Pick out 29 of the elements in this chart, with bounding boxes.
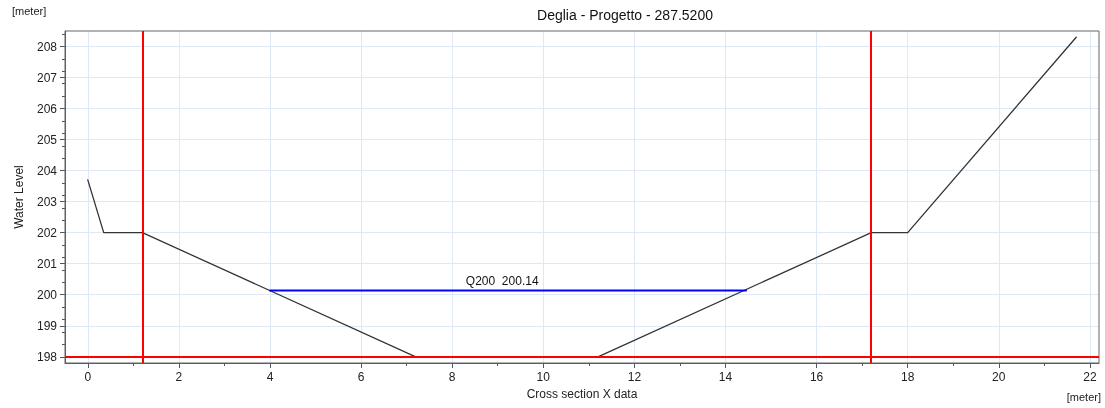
annotation: Q200 200.14 [465, 274, 539, 289]
x-tick-label: 2 [175, 370, 183, 384]
y-tick-label: 200 [36, 287, 58, 302]
x-tick-label: 22 [1083, 370, 1097, 384]
x-tick-label: 18 [901, 370, 915, 384]
y-tick-label: 199 [36, 318, 58, 333]
x-tick-label: 10 [536, 370, 551, 384]
x-tick-label: 20 [992, 370, 1006, 384]
y-tick-label: 198 [36, 349, 58, 364]
chart-title: Deglia - Progetto - 287.5200 [537, 7, 714, 23]
x-tick-label: 16 [809, 370, 824, 384]
x-tick-label: 8 [448, 370, 456, 384]
y-tick-label: 203 [36, 194, 58, 209]
text: [meter] [1066, 390, 1101, 403]
x-tick-label: 0 [84, 370, 92, 384]
x-tick-label: 14 [718, 370, 733, 384]
x-axis-title: Cross section X data [526, 386, 638, 401]
y-axis-title: Water Level [12, 165, 26, 229]
y-tick-label: 201 [36, 256, 58, 271]
text: [meter] [12, 4, 47, 17]
y-tick-label: 207 [36, 70, 58, 85]
x-tick-label: 4 [266, 370, 274, 384]
y-tick-label: 206 [36, 101, 58, 116]
y-tick-label: 208 [36, 39, 58, 54]
y-tick-label: 204 [36, 163, 58, 178]
y-tick-label: 202 [36, 225, 58, 240]
y-tick-label: 205 [36, 132, 58, 147]
x-tick-label: 6 [357, 370, 365, 384]
x-tick-label: 12 [627, 370, 642, 384]
